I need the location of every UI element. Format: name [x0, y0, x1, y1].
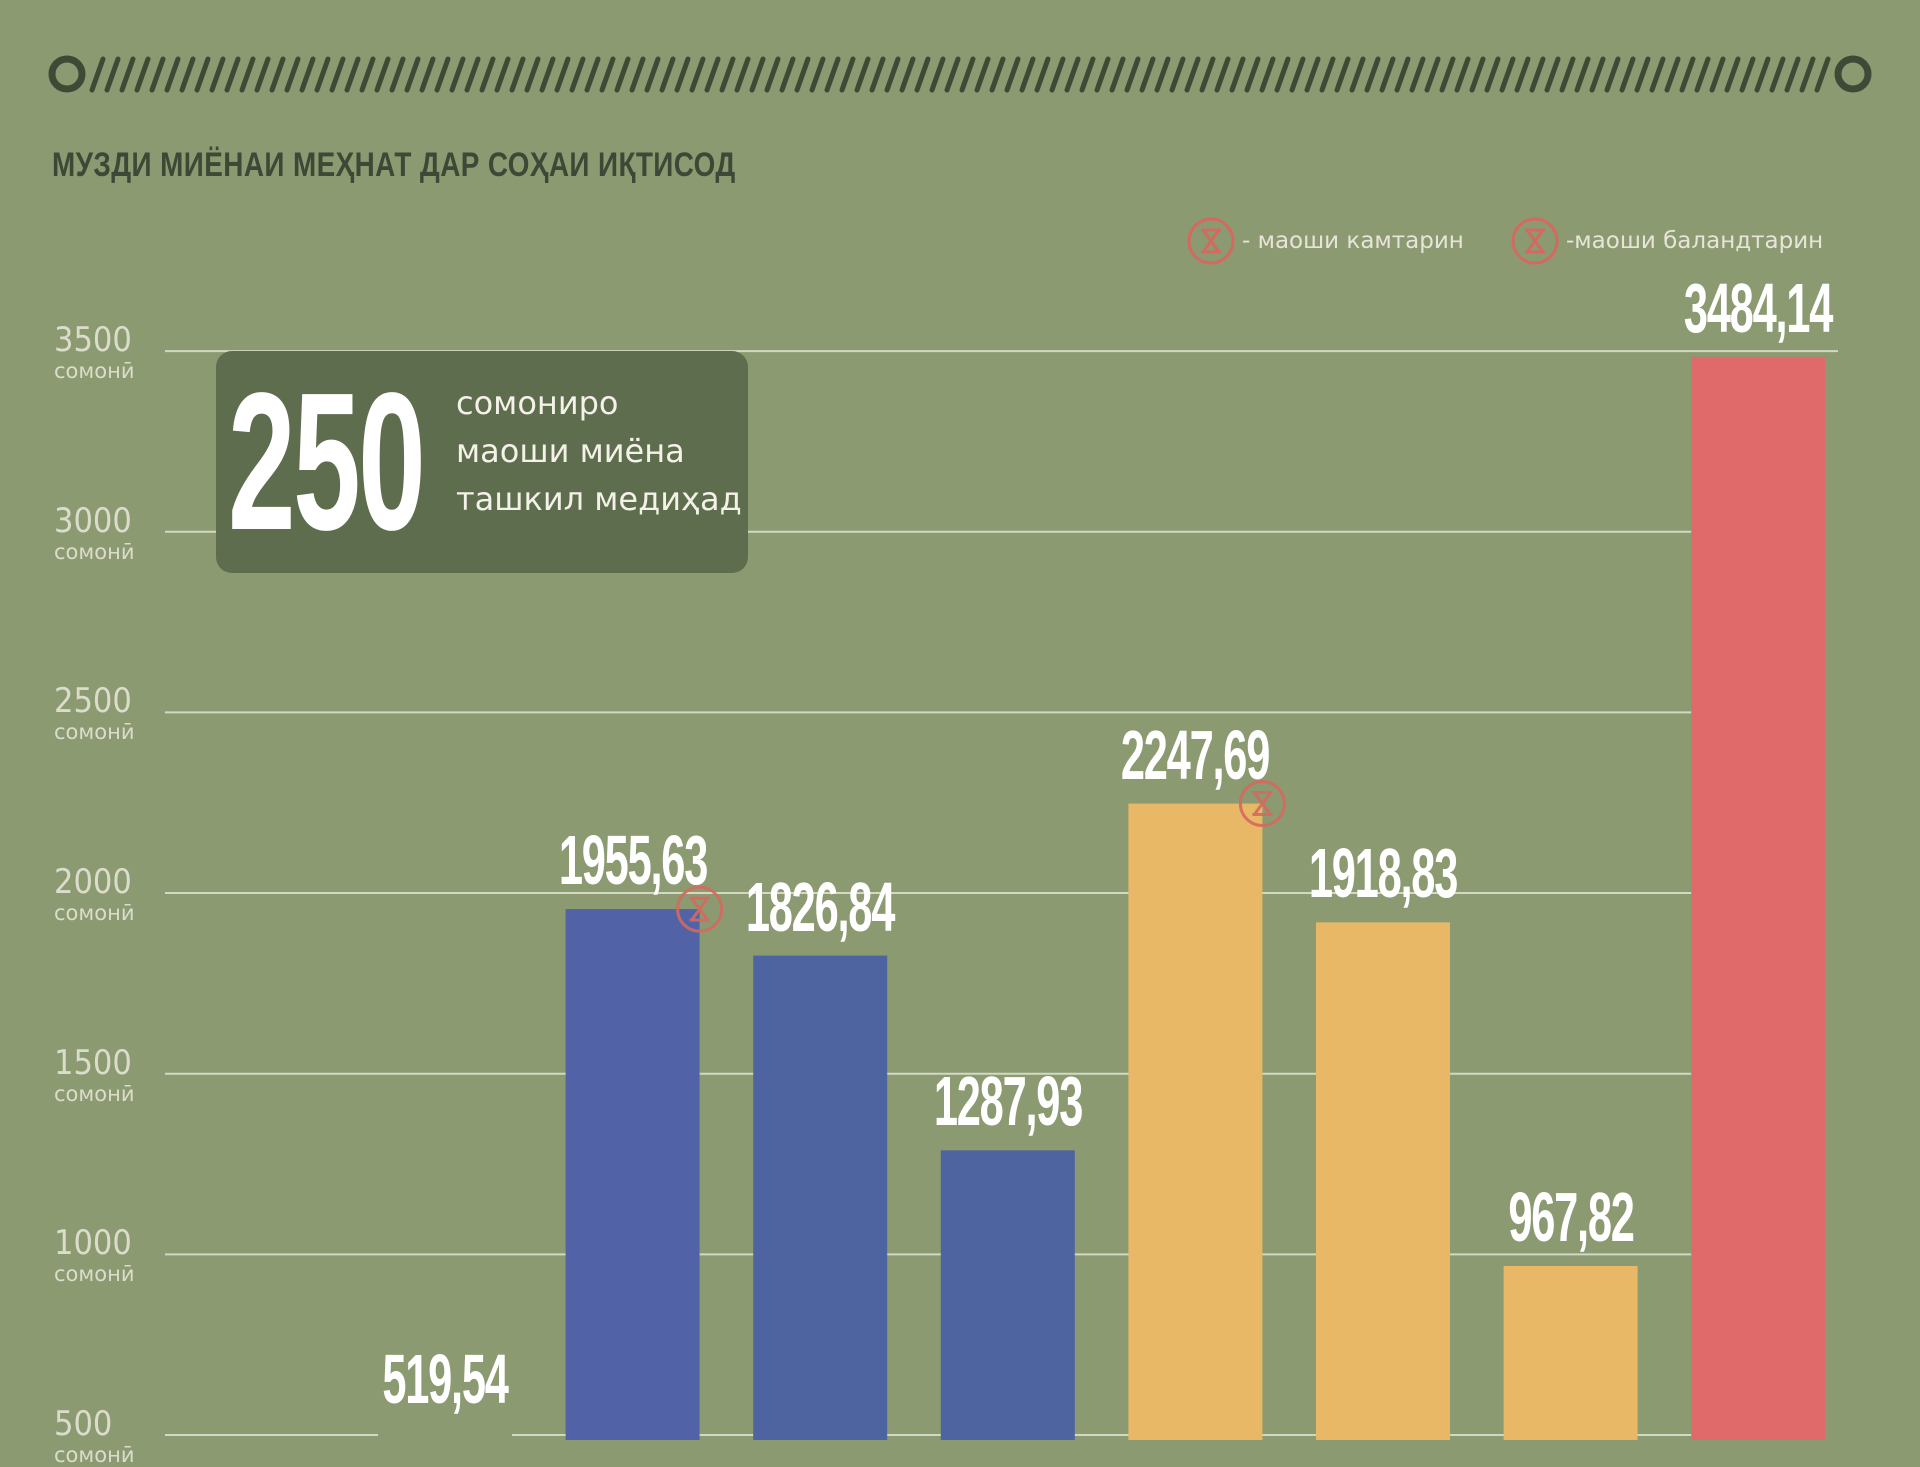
bar-8	[1691, 356, 1826, 1440]
bar-3	[753, 955, 888, 1440]
bar-value-label-8: 3484,14	[1684, 268, 1833, 347]
y-tick-value: 2500	[54, 681, 132, 722]
y-tick-unit: сомонӣ	[54, 720, 135, 745]
min-salary-marker	[676, 885, 724, 933]
bar-6	[1316, 922, 1450, 1440]
max-salary-marker	[1238, 780, 1286, 828]
y-tick-unit: сомонӣ	[54, 359, 135, 384]
y-tick-3500: 3500 сомонӣ	[54, 323, 144, 383]
legend-max: -маоши баландтарин	[1510, 216, 1823, 266]
bar-value-label-4: 1287,93	[933, 1062, 1083, 1141]
y-tick-2500: 2500 сомонӣ	[54, 684, 144, 744]
y-tick-unit: сомонӣ	[54, 539, 135, 564]
y-tick-1500: 1500 сомонӣ	[54, 1046, 144, 1106]
y-tick-value: 2000	[54, 862, 132, 903]
y-tick-value: 3000	[54, 500, 132, 541]
y-tick-unit: сомонӣ	[54, 1081, 135, 1106]
bar-value-label-2: 1955,63	[558, 821, 707, 900]
bar-4	[940, 1150, 1075, 1440]
y-tick-500: 500 сомонӣ	[54, 1407, 144, 1467]
callout-line-1: сомониро	[456, 384, 619, 422]
rule-right-circle	[1834, 55, 1872, 93]
bar-value-label-3: 1826,84	[746, 867, 895, 946]
y-tick-unit: сомонӣ	[54, 1443, 135, 1467]
y-tick-value: 500	[54, 1404, 113, 1444]
callout-line-2: маоши миёна	[456, 432, 685, 470]
y-tick-3000: 3000 сомонӣ	[54, 504, 144, 564]
y-tick-2000: 2000 сомонӣ	[54, 865, 144, 925]
legend-max-label: -маоши баландтарин	[1566, 228, 1824, 254]
bar-5	[1128, 803, 1263, 1440]
rule-hatch	[89, 56, 1831, 93]
callout-number: 250	[228, 352, 426, 571]
bar-7	[1503, 1265, 1638, 1440]
y-tick-value: 1500	[54, 1042, 132, 1083]
bar-1	[378, 1427, 512, 1440]
bar-value-label-5: 2247,69	[1121, 715, 1270, 794]
min-salary-icon	[1187, 217, 1235, 265]
bar-value-label-6: 1918,83	[1308, 834, 1458, 913]
bars-group	[378, 356, 1826, 1440]
callout-line-3: ташкил медиҳад	[456, 480, 742, 518]
y-tick-unit: сомонӣ	[54, 901, 135, 926]
y-tick-unit: сомонӣ	[54, 1262, 135, 1287]
legend-min-label: - маоши камтарин	[1242, 228, 1464, 254]
decorative-top-rule	[48, 55, 1872, 93]
legend-min: - маоши камтарин	[1186, 216, 1464, 266]
y-tick-value: 1000	[54, 1223, 132, 1264]
bar-value-label-1: 519,54	[382, 1339, 509, 1418]
bar-2	[565, 909, 700, 1440]
bar-value-label-7: 967,82	[1507, 1177, 1635, 1256]
y-tick-1000: 1000 сомонӣ	[54, 1226, 144, 1286]
chart-title: МУЗДИ МИЁНАИ МЕҲНАТ ДАР СОҲАИ ИҚТИСОД	[52, 146, 736, 184]
rule-left-circle	[48, 55, 86, 93]
y-tick-value: 3500	[54, 320, 132, 361]
callout-box: 250 сомониро маоши миёна ташкил медиҳад	[216, 351, 748, 573]
callout-text: сомониро маоши миёна ташкил медиҳад	[456, 379, 742, 523]
max-salary-icon	[1511, 217, 1559, 265]
markers-group	[676, 780, 1286, 933]
